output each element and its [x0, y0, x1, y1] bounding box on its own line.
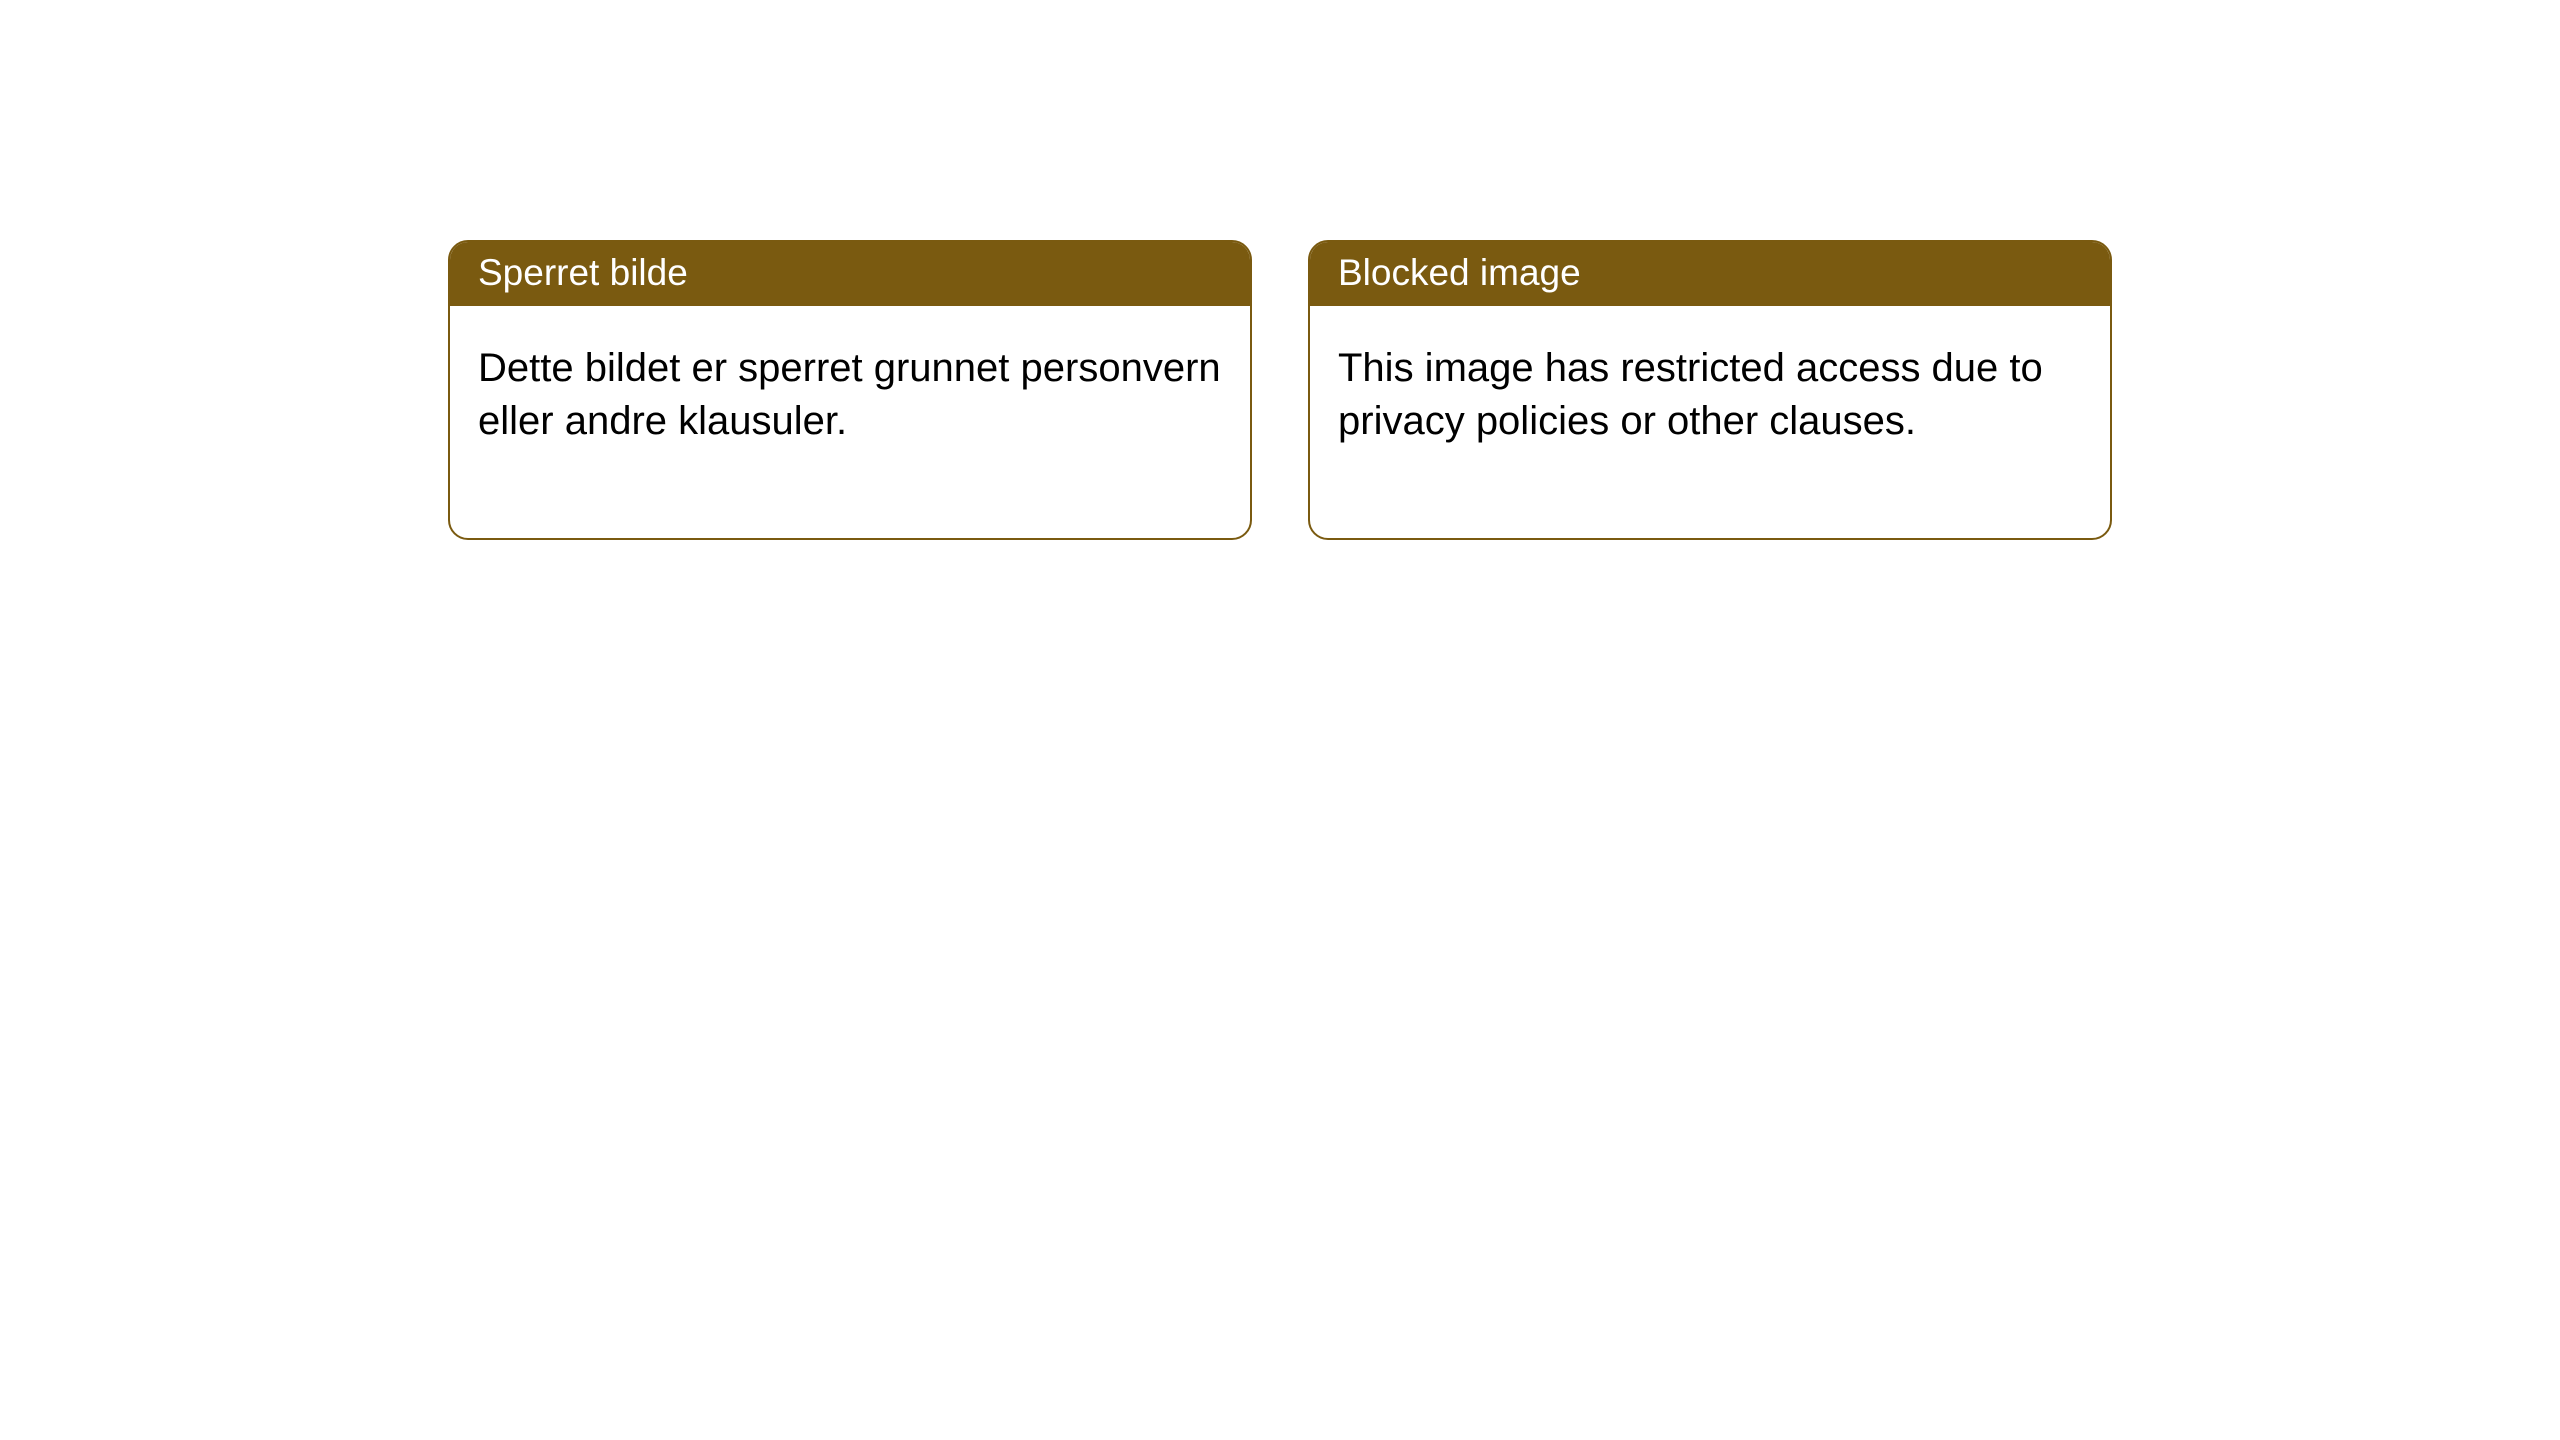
notice-body: This image has restricted access due to …	[1310, 306, 2110, 538]
notice-header: Blocked image	[1310, 242, 2110, 306]
notice-card-english: Blocked image This image has restricted …	[1308, 240, 2112, 540]
notice-header: Sperret bilde	[450, 242, 1250, 306]
notice-card-norwegian: Sperret bilde Dette bildet er sperret gr…	[448, 240, 1252, 540]
notice-container: Sperret bilde Dette bildet er sperret gr…	[0, 0, 2560, 540]
notice-body: Dette bildet er sperret grunnet personve…	[450, 306, 1250, 538]
